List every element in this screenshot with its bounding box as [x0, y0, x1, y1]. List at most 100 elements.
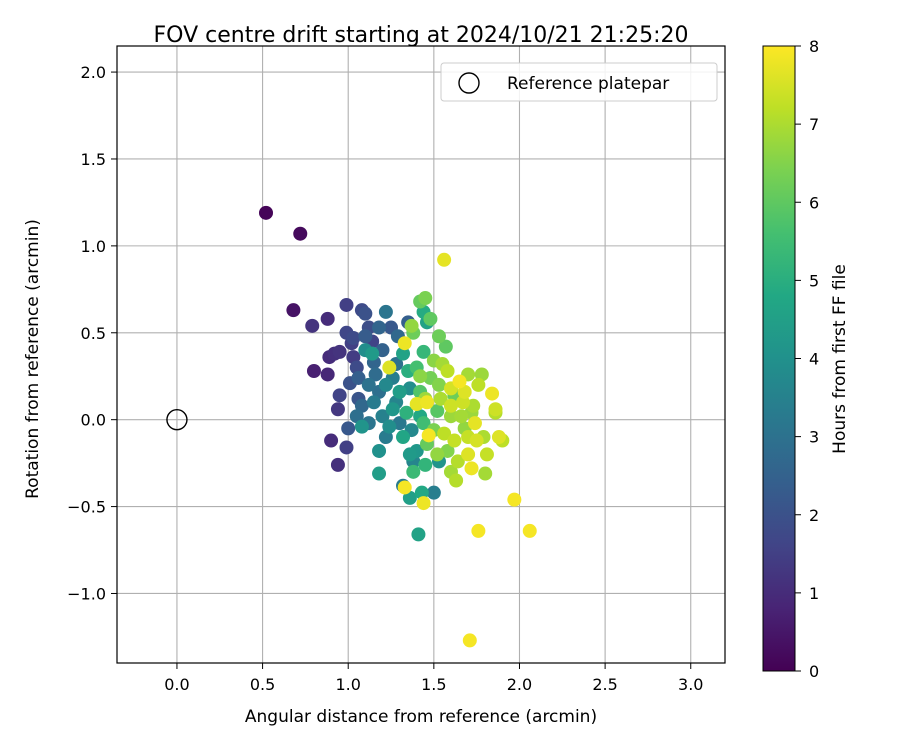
data-point [372, 443, 387, 458]
data-point [449, 473, 464, 488]
data-point [397, 480, 412, 495]
colorbar-tick-label: 1 [809, 584, 819, 603]
colorbar-tick-label: 2 [809, 506, 819, 525]
data-point [349, 409, 364, 424]
data-point [259, 205, 274, 220]
data-point [378, 304, 393, 319]
data-point [330, 457, 345, 472]
data-point [385, 402, 400, 417]
data-point [479, 447, 494, 462]
colorbar-tick-label: 4 [809, 350, 819, 369]
y-tick-label: 0.0 [81, 411, 106, 430]
data-point [341, 421, 356, 436]
data-points [259, 205, 537, 648]
y-tick-label: −0.5 [67, 498, 106, 517]
x-tick-label: 2.5 [592, 675, 617, 694]
x-axis-ticks: 0.0 0.5 1.0 1.5 2.0 2.5 3.0 [164, 663, 703, 694]
x-tick-label: 2.0 [507, 675, 532, 694]
data-point [430, 403, 445, 418]
data-point [469, 433, 484, 448]
y-tick-label: 0.5 [81, 324, 106, 343]
data-point [462, 633, 477, 648]
data-point [286, 303, 301, 318]
legend-box [440, 62, 718, 102]
chart-title: FOV centre drift starting at 2024/10/21 … [154, 23, 689, 48]
data-point [485, 386, 500, 401]
data-point [431, 329, 446, 344]
legend-reference-marker [458, 72, 480, 94]
data-point [396, 430, 411, 445]
data-point [305, 318, 320, 333]
reference-platepar-marker [166, 408, 188, 431]
data-point [339, 297, 354, 312]
data-point [404, 318, 419, 333]
data-point [467, 416, 482, 431]
data-point [330, 402, 345, 417]
colorbar-tick-label: 3 [809, 428, 819, 447]
data-point [409, 397, 424, 412]
colorbar-tick-label: 7 [809, 115, 819, 134]
data-point [349, 360, 364, 375]
data-point [418, 291, 433, 306]
x-tick-label: 3.0 [678, 675, 703, 694]
data-point [447, 433, 462, 448]
legend-entry-label: Reference platepar [507, 74, 669, 94]
data-point [418, 457, 433, 472]
data-point [421, 428, 436, 443]
data-point [346, 330, 361, 345]
data-point [382, 419, 397, 434]
colorbar-label: Hours from first FF file [830, 264, 850, 454]
data-point [320, 311, 335, 326]
data-point [433, 391, 448, 406]
colorbar-ticks: 0 1 2 3 4 5 6 7 8 [795, 37, 819, 681]
x-tick-label: 1.5 [421, 675, 446, 694]
data-point [461, 447, 476, 462]
x-tick-label: 1.0 [335, 675, 360, 694]
data-point [443, 398, 458, 413]
reference-marker-group [166, 408, 188, 431]
data-point [437, 252, 452, 267]
data-point [324, 433, 339, 448]
data-point [354, 419, 369, 434]
data-point [382, 360, 397, 375]
data-point [358, 329, 373, 344]
data-point [437, 426, 452, 441]
data-point [366, 395, 381, 410]
data-point [431, 377, 446, 392]
colorbar-tick-label: 0 [809, 662, 819, 681]
data-point [392, 384, 407, 399]
data-point [416, 344, 431, 359]
y-axis-label: Rotation from reference (arcmin) [23, 219, 43, 499]
data-point [452, 374, 467, 389]
data-point [491, 430, 506, 445]
data-point [368, 367, 383, 382]
data-point [464, 461, 479, 476]
data-point [358, 306, 373, 321]
data-point [416, 496, 431, 511]
data-point [339, 440, 354, 455]
data-point [372, 466, 387, 481]
data-point [399, 405, 414, 420]
plot-area: 0.0 0.5 1.0 1.5 2.0 2.5 3.0 −1.0 −0.5 0.0 0.5 1.0 1… [67, 45, 726, 694]
data-point [455, 395, 470, 410]
y-axis-ticks: −1.0 −0.5 0.0 0.5 1.0 1.5 2.0 [67, 63, 117, 603]
data-point [354, 398, 369, 413]
data-point [507, 492, 522, 507]
data-point [414, 485, 429, 500]
data-point [450, 454, 465, 469]
data-point [320, 367, 335, 382]
data-point [378, 377, 393, 392]
colorbar-tick-label: 8 [809, 37, 819, 56]
data-point [423, 311, 438, 326]
data-point [361, 377, 376, 392]
x-tick-label: 0.0 [164, 675, 189, 694]
data-point [438, 339, 453, 354]
x-axis-label: Angular distance from reference (arcmin) [245, 707, 597, 727]
data-point [372, 320, 387, 335]
data-point [419, 395, 434, 410]
data-point [332, 344, 347, 359]
plot-border [116, 45, 726, 664]
colorbar-gradient [762, 45, 796, 672]
data-point [522, 523, 537, 538]
